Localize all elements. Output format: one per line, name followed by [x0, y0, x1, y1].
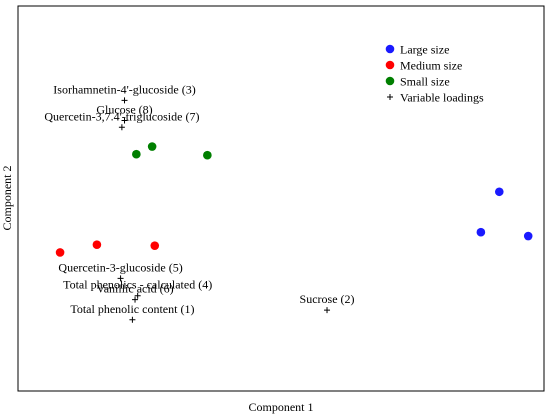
loading-marker	[132, 296, 139, 303]
legend-label-large: Large size	[400, 43, 449, 57]
data-point	[132, 149, 141, 159]
legend-label-medium: Medium size	[400, 59, 462, 73]
data-point	[203, 150, 212, 160]
loading-marker	[121, 97, 128, 104]
legend-marker-large	[385, 44, 395, 54]
y-axis-label: Component 2	[0, 166, 14, 231]
data-point	[150, 241, 160, 250]
loading-label: Quercetin-3,7.4'-triglucoside (7)	[44, 109, 199, 123]
data-point	[476, 227, 486, 237]
plot-frame	[17, 5, 545, 392]
legend-plus-icon	[387, 94, 393, 100]
data-point	[494, 187, 504, 197]
loading-label: Total phenolic content (1)	[70, 302, 194, 316]
legend-label-loadings: Variable loadings	[400, 91, 484, 105]
loading-marker	[134, 292, 141, 299]
loading-label: Total phenolics - calculated (4)	[63, 278, 212, 292]
loading-marker	[117, 275, 124, 282]
loading-marker	[324, 307, 331, 314]
x-axis-label: Component 1	[249, 400, 314, 414]
data-point	[147, 142, 157, 151]
loading-marker	[118, 124, 125, 131]
loading-marker	[129, 316, 136, 323]
legend-marker-small	[385, 76, 395, 86]
loading-label: Quercetin-3-glucoside (5)	[58, 260, 182, 274]
loading-label: Isorhamnetin-4'-glucoside (3)	[53, 82, 195, 96]
loading-marker	[121, 117, 128, 124]
data-point	[92, 240, 102, 249]
loading-label: Glucose (8)	[96, 103, 152, 117]
legend-label-small: Small size	[400, 75, 450, 89]
legend: Large size Medium size Small size Variable …	[385, 43, 484, 105]
data-point	[523, 231, 533, 241]
legend-marker-medium	[385, 60, 395, 70]
data-point	[55, 248, 65, 257]
data-points: Isorhamnetin-4'-glucoside (3) Glucose (8)…	[44, 82, 533, 323]
loading-label: Sucrose (2)	[300, 292, 355, 306]
loading-label: Vanillic acid (6)	[96, 282, 173, 296]
